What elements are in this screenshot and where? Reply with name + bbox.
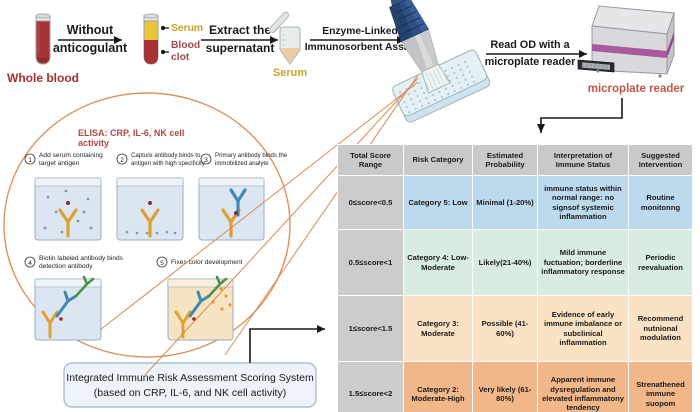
svg-text:Biotin labeled antibody binds: Biotin labeled antibody binds — [39, 255, 124, 262]
svg-text:1: 1 — [28, 157, 32, 164]
svg-text:Immunosorbent Assay: Immunosorbent Assay — [305, 42, 416, 53]
svg-text:Extract the: Extract the — [209, 23, 271, 37]
svg-text:2: 2 — [120, 157, 124, 164]
svg-text:antigen with high specificity: antigen with high specificity — [131, 160, 206, 167]
svg-text:clot: clot — [171, 52, 190, 63]
svg-text:microplate reader: microplate reader — [485, 56, 576, 68]
svg-text:Read OD with a: Read OD with a — [490, 39, 570, 51]
svg-text:activity: activity — [78, 138, 109, 148]
svg-text:Add serum containing: Add serum containing — [39, 152, 103, 159]
svg-text:(based on CRP, IL-6, and NK ce: (based on CRP, IL-6, and NK cell activit… — [94, 387, 286, 399]
svg-text:Enzyme-Linked: Enzyme-Linked — [322, 26, 398, 37]
svg-text:Fixes color development: Fixes color development — [171, 259, 243, 266]
svg-text:anticogulant: anticogulant — [53, 41, 128, 55]
svg-text:ELISA: CRP, IL-6, NK cell: ELISA: CRP, IL-6, NK cell — [78, 128, 184, 138]
svg-text:Primary antibody binds the: Primary antibody binds the — [215, 152, 288, 159]
svg-text:5: 5 — [160, 260, 164, 267]
svg-text:3: 3 — [204, 157, 208, 164]
svg-text:Capture antibody binds to: Capture antibody binds to — [131, 152, 201, 159]
svg-text:immobilized analyte: immobilized analyte — [215, 160, 269, 167]
svg-text:target antigen: target antigen — [39, 160, 80, 167]
svg-text:Without: Without — [67, 23, 114, 37]
svg-text:Serum: Serum — [171, 23, 203, 34]
svg-text:microplate reader: microplate reader — [588, 83, 685, 95]
svg-text:Blood: Blood — [171, 40, 200, 51]
svg-text:detection antibody: detection antibody — [39, 263, 93, 270]
svg-text:supernatant: supernatant — [206, 41, 275, 55]
svg-text:Serum: Serum — [273, 67, 307, 79]
svg-text:Whole blood: Whole blood — [7, 71, 79, 85]
svg-text:Integrated Immune Risk Assessm: Integrated Immune Risk Assessment Scorin… — [66, 372, 314, 384]
svg-text:4: 4 — [28, 260, 32, 267]
